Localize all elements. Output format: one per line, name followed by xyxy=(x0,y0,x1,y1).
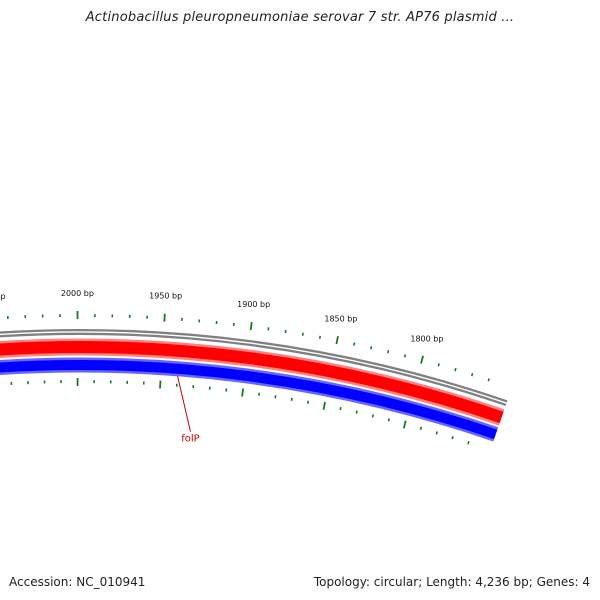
minor-tick xyxy=(371,414,374,418)
minor-tick xyxy=(284,329,287,334)
minor-tick xyxy=(301,332,304,336)
minor-tick xyxy=(387,350,390,354)
gene-leader-line xyxy=(177,375,191,432)
major-tick xyxy=(159,380,162,389)
minor-tick xyxy=(274,395,277,399)
minor-tick xyxy=(370,346,373,350)
minor-ticks xyxy=(7,314,490,445)
major-tick xyxy=(322,401,326,410)
tick-label: 1800 bp xyxy=(410,334,443,343)
tick-label: 2000 bp xyxy=(61,289,94,298)
minor-tick xyxy=(290,397,293,402)
summary-text: Topology: circular; Length: 4,236 bp; Ge… xyxy=(313,575,590,589)
major-tick xyxy=(402,420,407,429)
map-tracks xyxy=(0,328,508,442)
major-tick xyxy=(241,388,244,397)
tick-label: 1850 bp xyxy=(324,315,357,324)
major-ticks xyxy=(76,311,424,429)
tick-labels: 1800 bp 1850 bp 1900 bp 1950 bp 2000 bp 2050 … xyxy=(0,289,443,343)
minor-tick xyxy=(258,392,261,396)
minor-tick xyxy=(387,418,391,422)
minor-tick xyxy=(318,335,321,339)
minor-tick xyxy=(307,400,310,404)
minor-tick xyxy=(470,372,474,377)
minor-tick xyxy=(339,407,342,411)
tick-label: 1950 bp xyxy=(149,292,182,301)
minor-tick xyxy=(437,363,440,367)
minor-tick xyxy=(419,426,423,431)
reverse-strand-track xyxy=(0,360,498,440)
tick-label: 1900 bp xyxy=(237,300,270,309)
minor-tick xyxy=(487,378,490,382)
accession-text: Accession: NC_010941 xyxy=(9,575,146,589)
minor-tick xyxy=(435,431,438,435)
minor-tick xyxy=(451,436,454,440)
minor-tick xyxy=(454,367,457,372)
minor-tick xyxy=(467,441,470,445)
forward-strand-track xyxy=(0,340,504,424)
gene-annotations: folP xyxy=(177,375,200,445)
minor-tick xyxy=(403,354,407,358)
tick-label: 2050 bp xyxy=(0,292,6,301)
backbone-core xyxy=(0,331,507,404)
major-tick xyxy=(249,321,253,331)
minor-tick xyxy=(353,342,356,346)
map-title: Actinobacillus pleuropneumoniae serovar … xyxy=(85,10,515,25)
major-tick xyxy=(420,355,424,364)
major-tick xyxy=(335,336,339,345)
major-tick xyxy=(163,313,166,322)
gene-label[interactable]: folP xyxy=(181,434,199,445)
minor-tick xyxy=(355,410,358,414)
